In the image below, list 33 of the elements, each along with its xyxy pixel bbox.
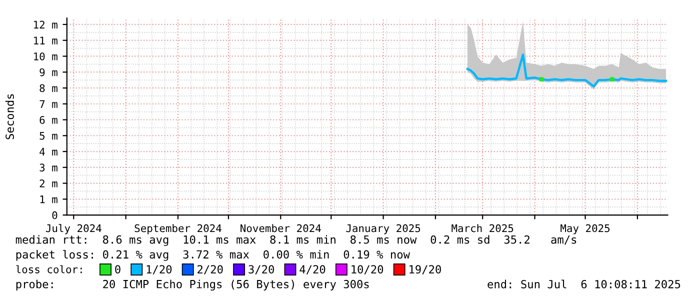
x-tick-label: May 2025 <box>560 224 610 234</box>
legend-label: 0 <box>115 265 120 274</box>
legend-label: 19/20 <box>410 265 441 274</box>
line-series <box>466 54 668 88</box>
legend-label: 4/20 <box>300 265 326 274</box>
y-axis-title: Seconds <box>5 94 14 140</box>
y-tick-label: 7 m <box>40 100 58 108</box>
y-tick-label: 8 m <box>40 84 58 92</box>
legend-title: loss color: <box>16 265 82 274</box>
y-tick-label: 5 m <box>40 132 58 140</box>
text: end: Sun Jul 6 10:08:11 2025 <box>488 280 680 288</box>
x-tick-label: September 2024 <box>134 224 222 234</box>
legend-label: 10/20 <box>352 265 384 274</box>
text: median rtt: 8.6 ms avg 10.1 ms max 8.1 ms min 8.5 ms now 0.2 ms sd 35.2 am/s <box>16 235 576 246</box>
x-tick-label: November 2024 <box>240 224 321 232</box>
y-tick-label: 6 m <box>40 116 58 124</box>
y-tick-label: 11 m <box>34 36 58 44</box>
y-tick-label: 2 m <box>40 180 58 188</box>
y-tick-label: 1 m <box>40 196 58 204</box>
y-tick-label: 4 m <box>40 148 58 156</box>
y-tick-label: 10 m <box>34 52 58 60</box>
y-tick-label: 3 m <box>40 164 58 172</box>
x-tick-label: March 2025 <box>452 224 514 232</box>
x-tick-label: July 2024 <box>46 224 102 234</box>
y-tick-label: 12 m <box>34 20 58 28</box>
x-tick-label: January 2025 <box>346 224 420 234</box>
y-tick-label: 9 m <box>40 68 58 76</box>
y-tick-label: 0 <box>52 211 58 220</box>
legend-label: 2/20 <box>198 265 223 274</box>
text: probe: 20 ICMP Echo Pings (56 Bytes) every 300s <box>16 280 369 291</box>
legend-label: 3/20 <box>248 265 274 274</box>
legend-label: 1/20 <box>146 265 172 274</box>
text: packet loss: 0.21 % avg 3.72 % max 0.00 % min 0.19 % now <box>16 250 410 261</box>
